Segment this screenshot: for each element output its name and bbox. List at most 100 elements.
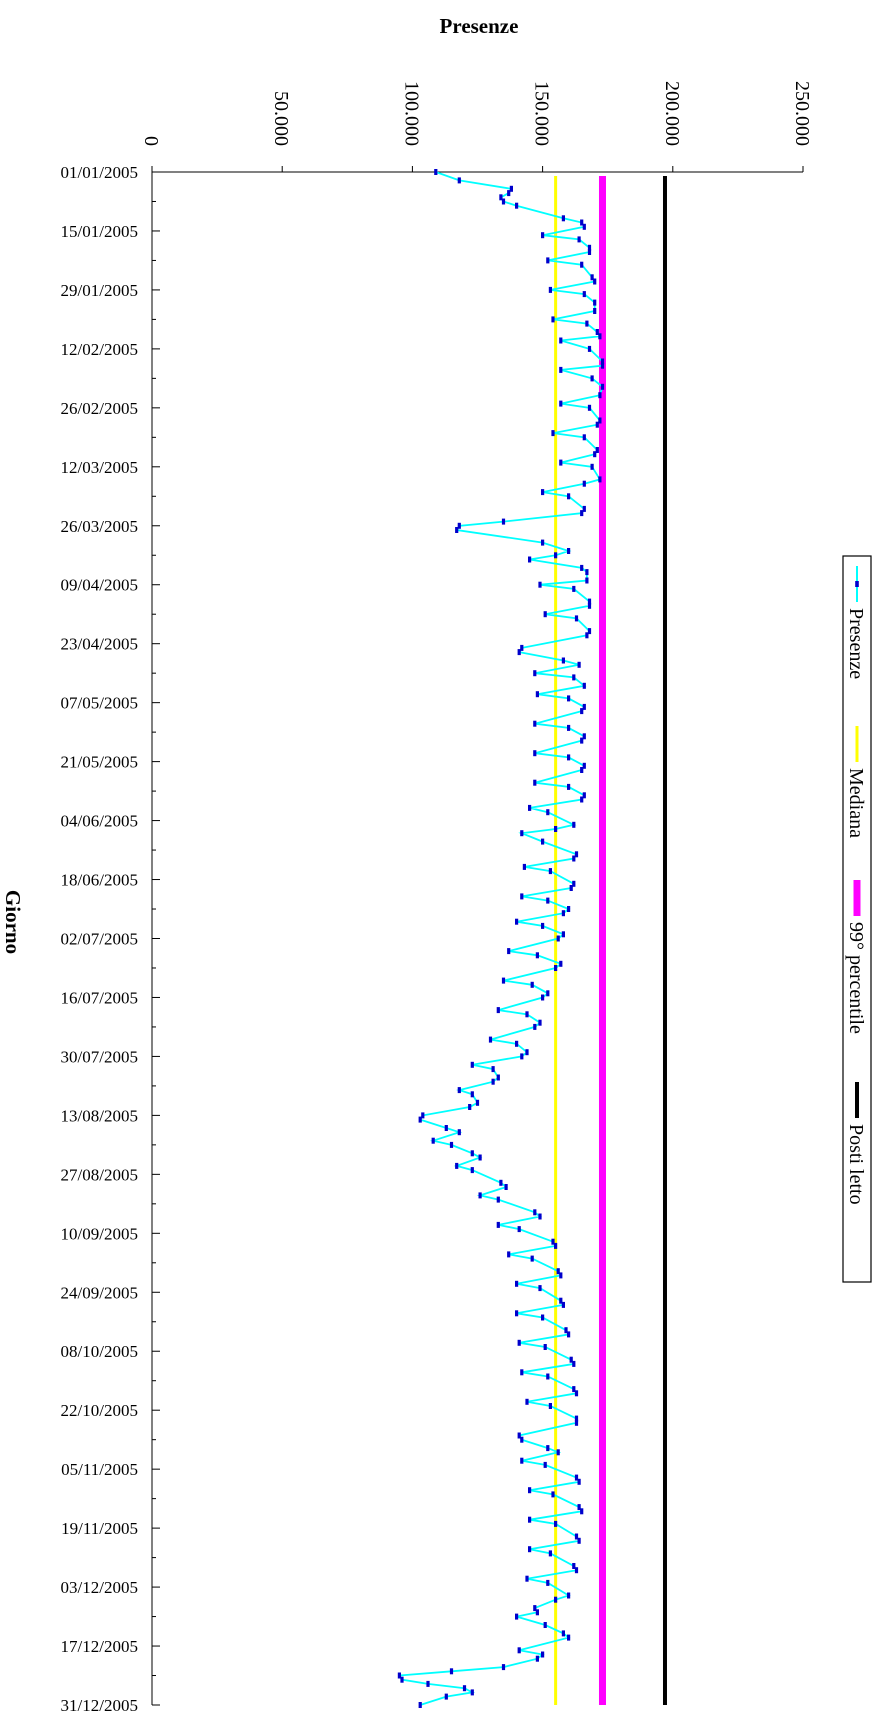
date-tick-label: 29/01/2005 bbox=[61, 281, 138, 300]
presenze-point bbox=[509, 185, 513, 192]
presenze-point bbox=[593, 308, 597, 314]
presenze-point bbox=[554, 552, 558, 559]
presenze-point bbox=[574, 615, 579, 622]
presenze-point bbox=[525, 1575, 529, 1582]
presenze-point bbox=[572, 585, 576, 592]
presenze-point bbox=[400, 1676, 404, 1683]
presenze-point bbox=[582, 682, 586, 689]
presenze-point bbox=[548, 868, 552, 875]
presenze-point bbox=[517, 1647, 521, 1654]
date-tick-label: 01/01/2005 bbox=[61, 163, 138, 182]
presenze-point bbox=[574, 1533, 579, 1540]
presenze-point bbox=[533, 670, 537, 677]
presenze-point bbox=[520, 893, 524, 900]
presenze-point bbox=[580, 510, 584, 517]
legend: Presenze Mediana 99° percentile Posti letto bbox=[842, 555, 872, 1283]
presenze-point bbox=[572, 855, 576, 862]
presenze-point bbox=[470, 1167, 474, 1174]
legend-marker-presenze bbox=[855, 581, 859, 587]
presenze-point bbox=[582, 434, 586, 441]
presenze-point bbox=[462, 1685, 467, 1692]
presenze-point bbox=[533, 720, 537, 727]
presenze-point bbox=[580, 737, 584, 744]
presenze-point bbox=[574, 1390, 579, 1397]
presenze-point bbox=[520, 1457, 524, 1464]
date-tick-label: 08/10/2005 bbox=[61, 1342, 138, 1361]
presenze-point bbox=[567, 754, 571, 761]
presenze-point bbox=[525, 1049, 529, 1056]
date-tick-label: 15/01/2005 bbox=[61, 222, 138, 241]
presenze-point bbox=[515, 918, 519, 925]
presenze-point bbox=[577, 661, 581, 668]
presenze-point bbox=[554, 1242, 558, 1249]
presenze-point bbox=[525, 1398, 529, 1405]
presenze-point bbox=[572, 880, 576, 887]
presenze-point bbox=[577, 236, 581, 243]
presenze-point bbox=[587, 598, 592, 605]
presenze-point bbox=[582, 223, 586, 230]
presenze-point bbox=[567, 1592, 571, 1599]
date-axis: 01/01/2005 15/01/2005 29/01/2005 12/02/2005… bbox=[61, 163, 160, 1715]
presenze-point bbox=[580, 708, 584, 715]
presenze-point bbox=[580, 796, 584, 803]
presenze-point bbox=[569, 885, 573, 891]
presenze-point bbox=[561, 657, 565, 664]
date-tick-label: 24/09/2005 bbox=[61, 1283, 138, 1302]
presenze-point bbox=[567, 1331, 571, 1338]
presenze-point bbox=[569, 1356, 573, 1363]
presenze-point bbox=[520, 1436, 524, 1443]
presenze-point bbox=[559, 337, 563, 344]
legend-box bbox=[842, 555, 872, 1283]
presenze-point bbox=[528, 804, 532, 811]
presenze-point bbox=[470, 1689, 474, 1696]
presenze-point bbox=[567, 695, 571, 702]
presenze-point bbox=[543, 611, 547, 618]
presenze-point bbox=[541, 489, 545, 496]
presenze-point bbox=[517, 1432, 521, 1439]
presenze-point bbox=[556, 1449, 560, 1456]
presenze-point bbox=[561, 931, 565, 938]
presenze-point bbox=[533, 779, 537, 786]
presenze-point bbox=[478, 1192, 482, 1199]
date-tick-label: 09/04/2005 bbox=[61, 576, 138, 595]
value-tick-label: 250.000 bbox=[791, 81, 813, 146]
presenze-point bbox=[515, 1280, 519, 1287]
presenze-point bbox=[587, 249, 592, 255]
date-tick-label: 19/11/2005 bbox=[61, 1519, 138, 1538]
presenze-point bbox=[449, 1668, 454, 1675]
presenze-point bbox=[551, 1238, 555, 1245]
presenze-point bbox=[559, 960, 563, 967]
date-tick-label: 04/06/2005 bbox=[61, 812, 138, 831]
date-tick-label: 03/12/2005 bbox=[61, 1578, 138, 1597]
presenze-point bbox=[496, 1196, 500, 1203]
presenze-point bbox=[551, 316, 555, 323]
presenze-point bbox=[600, 362, 605, 369]
presenze-point bbox=[397, 1672, 401, 1679]
date-tick-label: 23/04/2005 bbox=[61, 635, 138, 654]
presenze-point bbox=[546, 1579, 550, 1586]
presenze-point bbox=[449, 1141, 454, 1148]
value-axis: 0 50.000 100.000 150.000 200.000 250.000 bbox=[140, 81, 813, 173]
presenze-series bbox=[397, 169, 605, 1708]
presenze-point bbox=[574, 1567, 579, 1574]
presenze-point bbox=[421, 1112, 425, 1119]
presenze-point bbox=[598, 417, 602, 424]
presenze-point bbox=[528, 556, 532, 563]
legend-label-presenze: Presenze bbox=[845, 608, 867, 679]
presenze-point bbox=[580, 564, 584, 571]
date-tick-label: 13/08/2005 bbox=[61, 1106, 138, 1125]
presenze-point bbox=[546, 897, 550, 904]
presenze-point bbox=[546, 257, 550, 264]
date-tick-label: 30/07/2005 bbox=[61, 1047, 138, 1066]
presenze-point bbox=[455, 527, 459, 533]
presenze-point bbox=[580, 261, 584, 268]
presenze-point bbox=[538, 581, 542, 588]
presenze-point bbox=[470, 1061, 474, 1068]
presenze-point bbox=[541, 838, 545, 845]
presenze-point bbox=[491, 1078, 495, 1085]
presenze-point bbox=[590, 274, 594, 281]
presenze-point bbox=[535, 952, 539, 959]
presenze-point bbox=[468, 1104, 472, 1110]
presenze-point bbox=[567, 1634, 571, 1641]
